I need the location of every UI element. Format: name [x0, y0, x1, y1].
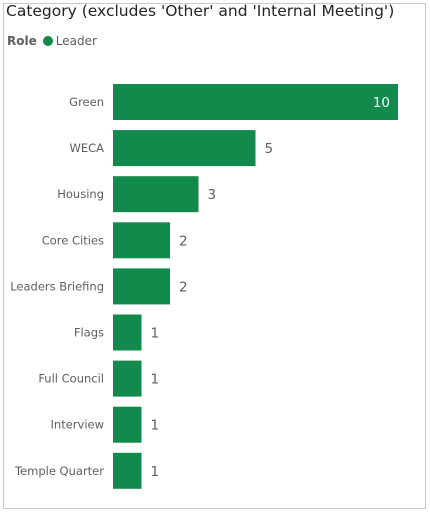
category-label-leaders-briefing: Leaders Briefing [10, 279, 104, 293]
category-label-temple-quarter: Temple Quarter [14, 464, 104, 478]
legend-swatch-leader [42, 36, 53, 46]
category-label-housing: Housing [57, 187, 104, 201]
data-label-leaders-briefing: 2 [179, 279, 188, 295]
bar-leaders-briefing[interactable] [113, 268, 170, 305]
bar-interview[interactable] [113, 406, 142, 443]
data-label-flags: 1 [151, 326, 160, 342]
data-label-weca: 5 [265, 141, 274, 157]
bar-housing[interactable] [113, 176, 199, 213]
data-label-temple-quarter: 1 [151, 464, 160, 480]
bar-temple-quarter[interactable] [113, 452, 142, 489]
bar-weca[interactable] [113, 130, 256, 167]
category-label-green: Green [69, 95, 104, 109]
category-label-core-cities: Core Cities [42, 233, 104, 247]
bar-core-cities[interactable] [113, 222, 170, 259]
category-label-full-council: Full Council [38, 372, 104, 386]
data-label-core-cities: 2 [179, 233, 188, 249]
bar-flags[interactable] [113, 314, 142, 351]
data-label-green: 10 [373, 95, 390, 111]
data-label-housing: 3 [208, 187, 217, 203]
category-label-flags: Flags [74, 326, 104, 340]
data-label-full-council: 1 [151, 372, 160, 388]
legend-item-leader[interactable]: Leader [55, 34, 97, 48]
category-label-weca: WECA [69, 141, 104, 155]
bar-full-council[interactable] [113, 360, 142, 397]
category-label-interview: Interview [51, 418, 104, 432]
chart-title: Category (excludes 'Other' and 'Internal… [6, 2, 395, 20]
legend[interactable]: Role Leader [7, 33, 97, 49]
data-label-interview: 1 [151, 418, 160, 434]
bar-green[interactable] [113, 84, 398, 120]
legend-title: Role [7, 34, 37, 48]
